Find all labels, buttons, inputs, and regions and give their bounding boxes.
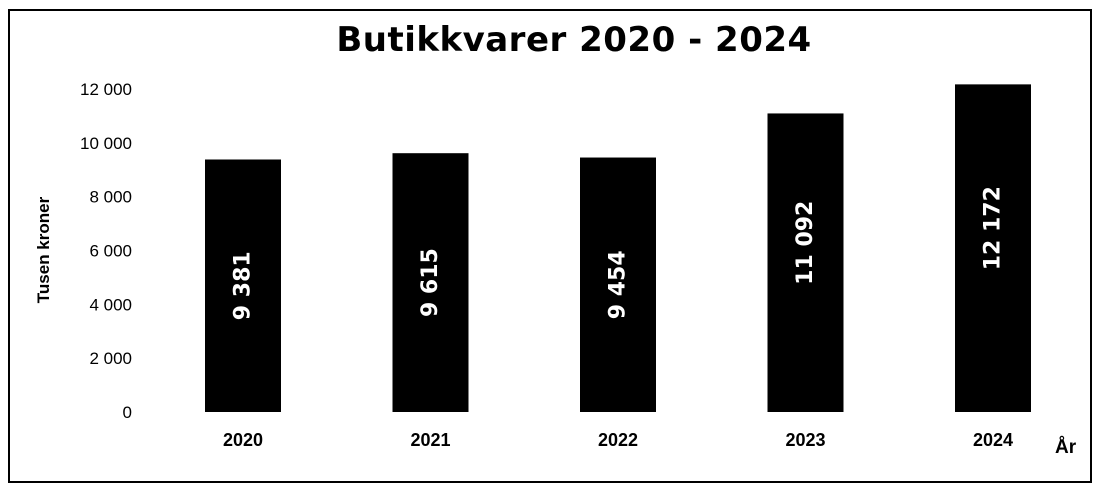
x-tick-label: 2021 (410, 430, 450, 450)
bar-value-label: 9 615 (418, 248, 443, 317)
x-tick-label: 2024 (973, 430, 1013, 450)
bar (955, 84, 1031, 412)
x-axis-label: År (1055, 437, 1077, 458)
bar-value-label: 12 172 (981, 186, 1006, 270)
bar (580, 157, 656, 412)
y-tick-label: 6 000 (89, 242, 132, 261)
bar (392, 153, 469, 413)
y-tick-label: 12 000 (80, 80, 132, 99)
y-tick-label: 4 000 (89, 295, 132, 314)
chart-frame (8, 9, 1092, 483)
y-tick-label: 10 000 (80, 134, 132, 153)
chart-title: Butikkvarer 2020 - 2024 (336, 20, 812, 60)
bar-value-label: 9 381 (231, 251, 256, 320)
y-tick-label: 8 000 (89, 188, 132, 207)
x-tick-label: 2023 (785, 430, 825, 450)
y-tick-label: 2 000 (89, 349, 132, 368)
y-tick-label: 0 (123, 403, 132, 422)
x-tick-label: 2022 (598, 430, 638, 450)
bar (767, 113, 844, 412)
bar-value-label: 9 454 (606, 250, 631, 319)
bar (205, 159, 281, 412)
bar-value-label: 11 092 (793, 201, 818, 285)
x-tick-label: 2020 (223, 430, 263, 450)
